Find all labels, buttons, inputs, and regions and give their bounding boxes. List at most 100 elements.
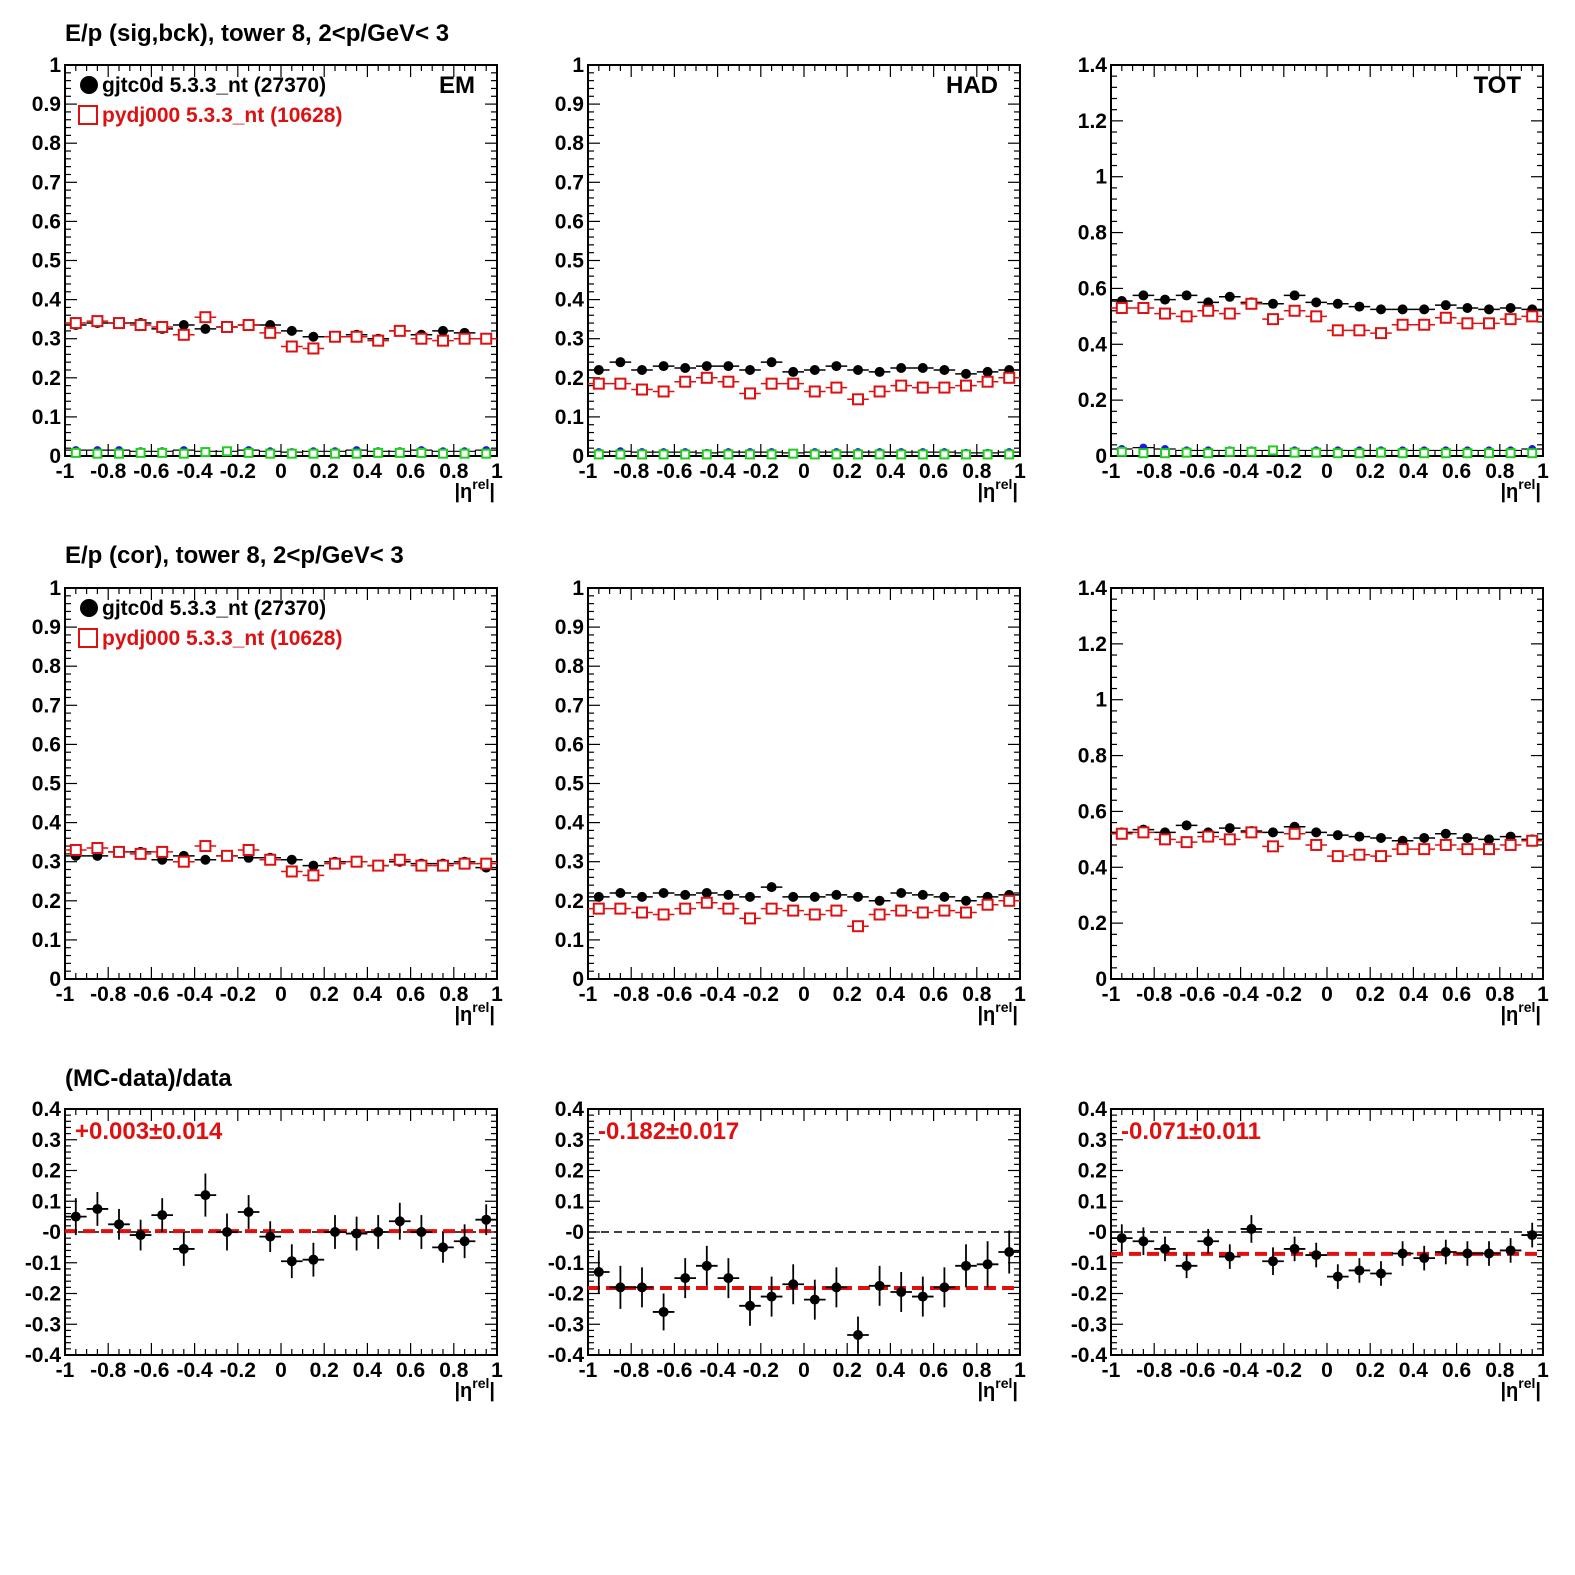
- y-tick-label: 0.1: [555, 1190, 585, 1213]
- bkg-point-green: [114, 448, 124, 459]
- y-tick-label: 0: [572, 445, 584, 468]
- x-axis-label: |ηrel|: [1500, 1375, 1541, 1402]
- data-point: [1484, 304, 1494, 315]
- x-tick-label: 0: [275, 1359, 287, 1382]
- ratio-point: [917, 1291, 928, 1302]
- x-tick-label: 0.2: [833, 983, 862, 1006]
- mc-point: [1526, 834, 1539, 847]
- x-tick-label: 0.8: [1485, 1359, 1515, 1382]
- mc-point: [614, 902, 627, 915]
- data-point: [701, 887, 712, 898]
- mc-point: [1159, 307, 1171, 320]
- data-point: [615, 887, 626, 898]
- ratio-point: [593, 1266, 604, 1277]
- data-point: [1419, 304, 1430, 315]
- y-tick-label: 0.9: [32, 616, 61, 639]
- y-tick-label: 0.9: [555, 93, 584, 116]
- y-tick-label: 0.1: [32, 929, 62, 952]
- mc-point: [808, 908, 821, 921]
- ratio-point: [70, 1211, 81, 1222]
- y-tick-label: 0: [49, 445, 61, 468]
- mc-point: [744, 912, 756, 925]
- mc-point: [91, 315, 104, 328]
- mc-point: [264, 326, 277, 339]
- mc-point: [1439, 311, 1452, 324]
- mc-point: [1396, 318, 1409, 331]
- x-tick-label: 0.6: [919, 1359, 948, 1382]
- x-tick-label: 0.8: [962, 460, 992, 483]
- y-tick-label: 0.1: [555, 406, 585, 429]
- x-tick-label: 0.4: [353, 983, 383, 1006]
- bkg-point-green: [939, 449, 950, 460]
- x-tick-label: -0.2: [220, 1359, 256, 1382]
- mc-point: [458, 332, 471, 345]
- data-point: [896, 887, 907, 898]
- mc-point: [1504, 838, 1517, 851]
- mc-point: [1202, 304, 1215, 317]
- mc-point: [69, 317, 82, 330]
- ratio-point: [1138, 1236, 1149, 1247]
- x-tick-label: -1: [579, 1359, 598, 1382]
- bkg-point-green: [416, 447, 427, 458]
- data-point: [680, 363, 691, 374]
- bkg-point-green: [330, 448, 340, 459]
- ratio-point: [1397, 1248, 1408, 1259]
- y-tick-label: 0.6: [32, 733, 61, 756]
- bkg-point-green: [459, 448, 470, 459]
- mc-point: [350, 330, 363, 343]
- y-tick-label: 0.3: [555, 1129, 584, 1152]
- ratio-point: [157, 1210, 168, 1221]
- bkg-point-green: [1004, 449, 1015, 460]
- x-tick-label: -0.6: [1179, 1359, 1215, 1382]
- bkg-point-green: [853, 449, 863, 460]
- legend-marker-mc: [78, 628, 98, 648]
- y-tick-label: 0.2: [32, 1160, 61, 1183]
- data-point: [1138, 290, 1149, 301]
- data-point: [1354, 301, 1365, 312]
- bkg-point-green: [961, 449, 971, 460]
- ratio-point: [1160, 1243, 1170, 1254]
- x-tick-label: -0.2: [743, 460, 779, 483]
- x-axis-label: |ηrel|: [1500, 999, 1541, 1026]
- mc-point: [592, 902, 605, 915]
- bkg-point-green: [92, 448, 103, 459]
- bkg-point-green: [637, 449, 647, 460]
- bkg-point-green: [658, 449, 669, 460]
- y-tick-label: 1: [49, 54, 61, 77]
- bkg-point-green: [1332, 448, 1343, 459]
- y-tick-label: 0.1: [32, 1190, 62, 1213]
- x-tick-label: 0.6: [1442, 460, 1471, 483]
- mc-point: [1310, 310, 1323, 323]
- y-tick-label: 0.7: [32, 171, 61, 194]
- x-tick-label: -0.2: [1266, 1359, 1302, 1382]
- x-tick-label: 0.6: [396, 460, 425, 483]
- ratio-point: [135, 1230, 146, 1241]
- mc-point: [938, 904, 951, 917]
- mc-point: [1159, 833, 1171, 846]
- data-point: [766, 882, 777, 893]
- x-tick-label: 0: [798, 983, 810, 1006]
- ratio-point: [1505, 1245, 1516, 1256]
- x-tick-label: -1: [1102, 460, 1121, 483]
- x-tick-label: 0.4: [353, 1359, 383, 1382]
- data-point: [1440, 300, 1451, 311]
- bkg-point-green: [1397, 448, 1408, 459]
- y-tick-label: 0.2: [1078, 912, 1107, 935]
- mc-point: [415, 859, 428, 872]
- y-tick-label: 0.4: [555, 289, 585, 312]
- mc-point: [372, 334, 385, 347]
- x-tick-label: -1: [579, 983, 598, 1006]
- mc-point: [1288, 304, 1301, 317]
- bkg-point-green: [1484, 448, 1494, 459]
- ratio-point: [1116, 1233, 1127, 1244]
- y-tick-label: 0.2: [555, 367, 584, 390]
- ratio-point: [1419, 1253, 1430, 1264]
- ratio-point: [416, 1227, 427, 1237]
- bkg-point-green: [1268, 445, 1278, 456]
- data-point: [308, 331, 319, 342]
- data-point: [896, 363, 907, 374]
- mc-point: [938, 381, 951, 394]
- y-tick-label: 0.2: [555, 890, 584, 913]
